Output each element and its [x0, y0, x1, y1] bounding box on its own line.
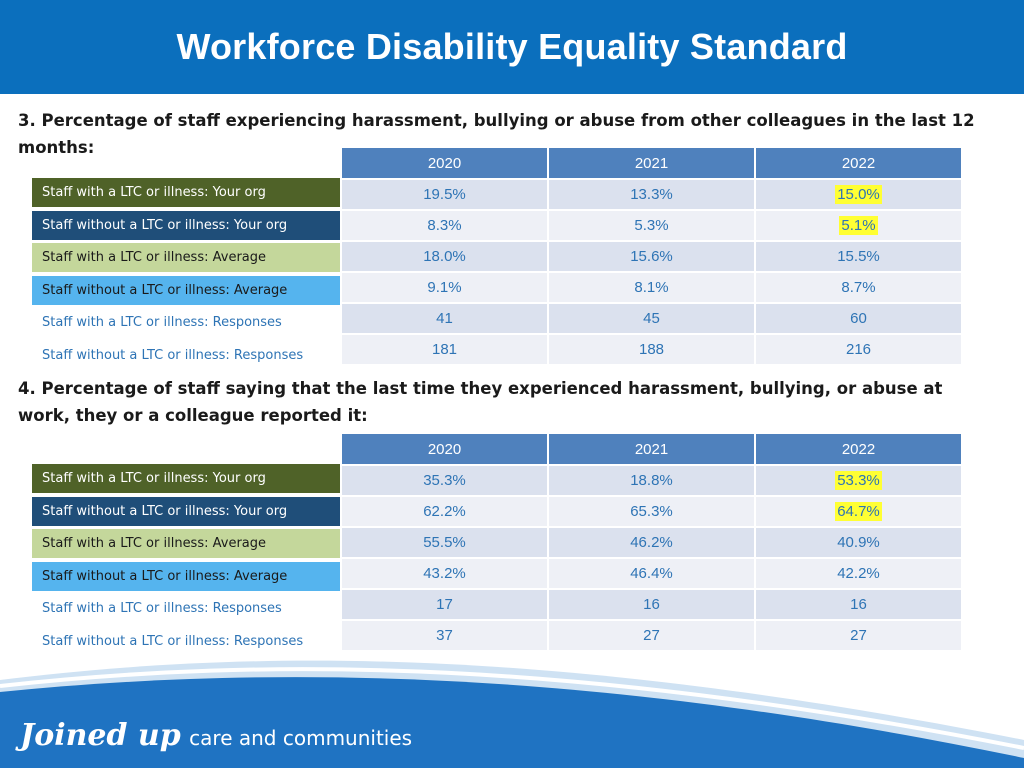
row-label: Staff with a LTC or illness: Your org: [32, 178, 340, 207]
year-header: 2022: [756, 434, 961, 464]
table-cell: 53.3%: [756, 466, 961, 495]
table-cell: 45: [549, 304, 754, 333]
table-cell: 15.5%: [756, 242, 961, 271]
table-cell: 5.3%: [549, 211, 754, 240]
table-row: 8.3% 5.3% 5.1%: [342, 211, 961, 240]
table-row: 18.0% 15.6% 15.5%: [342, 242, 961, 271]
table-cell: 13.3%: [549, 180, 754, 209]
table-cell: 65.3%: [549, 497, 754, 526]
table-row: 19.5% 13.3% 15.0%: [342, 180, 961, 209]
section-4-row-labels: Staff with a LTC or illness: Your org St…: [32, 464, 340, 659]
table-cell: 8.7%: [756, 273, 961, 302]
row-label: Staff without a LTC or illness: Your org: [32, 210, 340, 240]
section-4-table: 2020 2021 2022 35.3% 18.8% 53.3% 62.2% 6…: [340, 432, 963, 652]
table-cell: 46.2%: [549, 528, 754, 557]
highlighted-value: 5.1%: [839, 216, 878, 235]
section-3-row-labels: Staff with a LTC or illness: Your org St…: [32, 178, 340, 373]
table-header-row: 2020 2021 2022: [342, 434, 961, 464]
table-cell: 9.1%: [342, 273, 547, 302]
footer-wave: [0, 660, 1024, 768]
table-cell: 43.2%: [342, 559, 547, 588]
table-cell: 16: [549, 590, 754, 619]
table-row: 41 45 60: [342, 304, 961, 333]
row-label: Staff with a LTC or illness: Average: [32, 243, 340, 272]
table-cell: 181: [342, 335, 547, 364]
table-cell: 64.7%: [756, 497, 961, 526]
table-row: 55.5% 46.2% 40.9%: [342, 528, 961, 557]
year-header: 2021: [549, 148, 754, 178]
table-cell: 15.6%: [549, 242, 754, 271]
table-cell: 35.3%: [342, 466, 547, 495]
row-label: Staff with a LTC or illness: Responses: [32, 594, 340, 623]
section-4-title: 4. Percentage of staff saying that the l…: [18, 379, 943, 425]
table-cell: 188: [549, 335, 754, 364]
year-header: 2020: [342, 434, 547, 464]
highlighted-value: 15.0%: [835, 185, 882, 204]
row-label: Staff without a LTC or illness: Average: [32, 275, 340, 305]
table-cell: 18.8%: [549, 466, 754, 495]
table-cell: 40.9%: [756, 528, 961, 557]
table-row: 37 27 27: [342, 621, 961, 650]
row-label: Staff without a LTC or illness: Your org: [32, 496, 340, 526]
table-cell: 42.2%: [756, 559, 961, 588]
highlighted-value: 53.3%: [835, 471, 882, 490]
page-title: Workforce Disability Equality Standard: [176, 26, 848, 67]
table-cell: 8.1%: [549, 273, 754, 302]
table-cell: 60: [756, 304, 961, 333]
table-cell: 55.5%: [342, 528, 547, 557]
row-label: Staff without a LTC or illness: Average: [32, 561, 340, 591]
section-3-table: 2020 2021 2022 19.5% 13.3% 15.0% 8.3% 5.…: [340, 146, 963, 366]
logo-script: Joined up: [20, 718, 181, 753]
table-cell: 8.3%: [342, 211, 547, 240]
table-cell: 5.1%: [756, 211, 961, 240]
row-label: Staff without a LTC or illness: Response…: [32, 340, 340, 370]
row-label: Staff with a LTC or illness: Your org: [32, 464, 340, 493]
row-label: Staff without a LTC or illness: Response…: [32, 626, 340, 656]
year-header: 2020: [342, 148, 547, 178]
table-cell: 17: [342, 590, 547, 619]
year-header: 2022: [756, 148, 961, 178]
table-row: 62.2% 65.3% 64.7%: [342, 497, 961, 526]
section-3-title: 3. Percentage of staff experiencing hara…: [18, 111, 975, 157]
table-row: 43.2% 46.4% 42.2%: [342, 559, 961, 588]
footer-logo: Joined up care and communities: [20, 718, 412, 753]
table-cell: 27: [549, 621, 754, 650]
table-header-row: 2020 2021 2022: [342, 148, 961, 178]
table-row: 181 188 216: [342, 335, 961, 364]
header-bar: Workforce Disability Equality Standard: [0, 0, 1024, 94]
table-row: 35.3% 18.8% 53.3%: [342, 466, 961, 495]
table-cell: 216: [756, 335, 961, 364]
table-cell: 37: [342, 621, 547, 650]
highlighted-value: 64.7%: [835, 502, 882, 521]
table-row: 17 16 16: [342, 590, 961, 619]
table-cell: 27: [756, 621, 961, 650]
table-cell: 15.0%: [756, 180, 961, 209]
table-cell: 16: [756, 590, 961, 619]
row-label: Staff with a LTC or illness: Responses: [32, 308, 340, 337]
table-cell: 18.0%: [342, 242, 547, 271]
table-cell: 19.5%: [342, 180, 547, 209]
year-header: 2021: [549, 434, 754, 464]
wave-dark: [0, 677, 1024, 768]
table-row: 9.1% 8.1% 8.7%: [342, 273, 961, 302]
table-cell: 62.2%: [342, 497, 547, 526]
wave-line: [0, 667, 1024, 750]
table-cell: 46.4%: [549, 559, 754, 588]
table-cell: 41: [342, 304, 547, 333]
logo-text: care and communities: [189, 726, 413, 750]
row-label: Staff with a LTC or illness: Average: [32, 529, 340, 558]
